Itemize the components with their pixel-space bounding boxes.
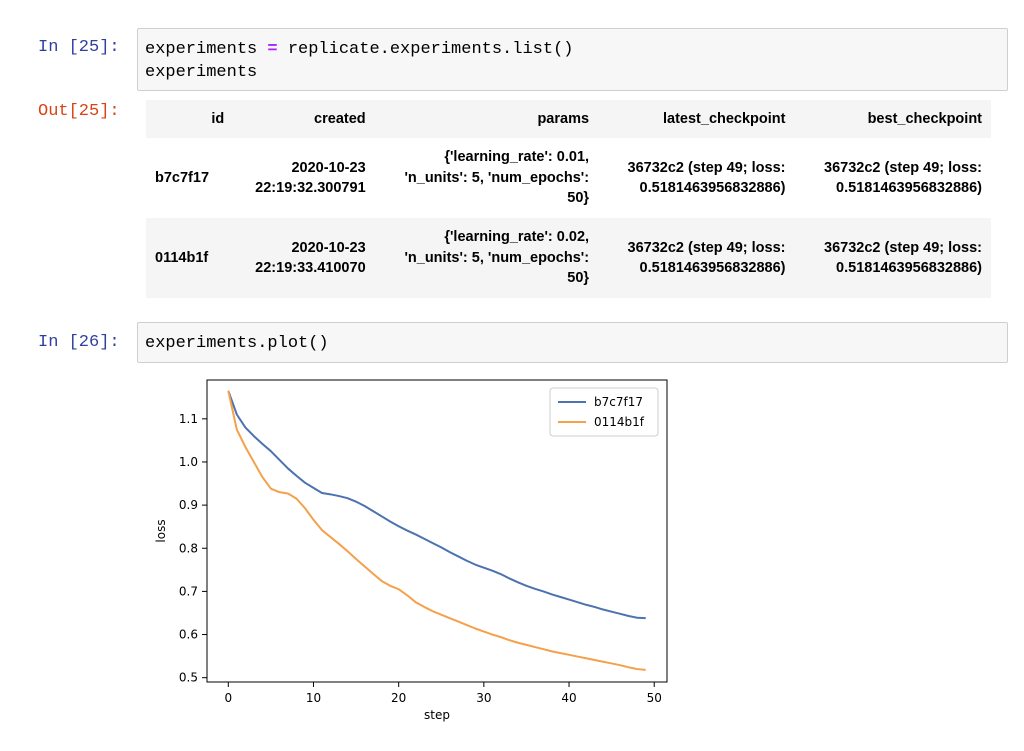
y-axis-label: loss xyxy=(154,519,168,542)
table-header-row: id created params latest_checkpoint best… xyxy=(146,100,991,138)
cell-line: 50} xyxy=(567,270,590,287)
output-prompt-25: Out[25]: xyxy=(38,102,120,121)
code-cell-26[interactable]: experiments.plot() xyxy=(137,322,1008,363)
cell-line: 22:19:33.410070 xyxy=(255,260,366,276)
y-tick-label: 0.6 xyxy=(179,628,198,642)
column-header-created: created xyxy=(233,100,375,138)
cell-latest-checkpoint: 36732c2 (step 49; loss: 0.518146395683288… xyxy=(598,218,795,298)
y-tick-label: 1.0 xyxy=(179,455,198,469)
code-cell-25[interactable]: experiments = replicate.experiments.list… xyxy=(137,28,1008,91)
cell-line: {'learning_rate': 0.02, xyxy=(444,229,590,246)
code-line: experiments xyxy=(145,63,258,82)
y-tick-label: 1.1 xyxy=(179,412,198,426)
cell-line: 0.5181463956832886) xyxy=(639,180,786,196)
y-tick-label: 0.5 xyxy=(179,671,198,685)
cell-line: 36732c2 (step 49; loss: xyxy=(824,159,982,176)
cell-params: {'learning_rate': 0.01, 'n_units': 5, 'nu… xyxy=(374,138,599,218)
cell-line: 0.5181463956832886) xyxy=(639,260,786,276)
cell-line: {'learning_rate': 0.01, xyxy=(444,149,590,166)
x-tick-label: 20 xyxy=(391,691,406,705)
column-header-latest-checkpoint: latest_checkpoint xyxy=(598,100,795,138)
cell-created: 2020-10-23 22:19:32.300791 xyxy=(233,138,375,218)
cell-line: 0.5181463956832886) xyxy=(836,180,982,196)
x-tick-label: 30 xyxy=(476,691,491,705)
x-tick-label: 0 xyxy=(224,691,232,705)
x-tick-label: 40 xyxy=(561,691,576,705)
series-line-b7c7f17 xyxy=(227,390,646,620)
series-line-0114b1f xyxy=(227,390,646,671)
column-header-best-checkpoint: best_checkpoint xyxy=(794,100,991,138)
y-tick-label: 0.9 xyxy=(179,498,198,512)
cell-line: 36732c2 (step 49; loss: xyxy=(627,159,786,176)
cell-line: 2020-10-23 xyxy=(291,239,366,256)
cell-line: 0.5181463956832886) xyxy=(836,260,982,276)
cell-best-checkpoint: 36732c2 (step 49; loss: 0.518146395683288… xyxy=(794,138,991,218)
input-prompt-26: In [26]: xyxy=(38,333,120,352)
row-id: 0114b1f xyxy=(146,218,234,298)
table-row: b7c7f17 2020-10-23 22:19:32.300791 {'learni… xyxy=(146,138,991,218)
x-axis-label: step xyxy=(424,708,450,722)
cell-line: 'n_units': 5, 'num_epochs': xyxy=(404,249,590,266)
cell-created: 2020-10-23 22:19:33.410070 xyxy=(233,218,375,298)
legend-box xyxy=(549,387,659,437)
cell-line: 50} xyxy=(567,190,590,207)
loss-chart-svg: 0 10 20 30 40 50 0.5 0.6 0.7 0.8 0.9 1.0 1.1 step loss… xyxy=(154,379,668,722)
cell-line: 22:19:32.300791 xyxy=(255,180,366,196)
table-row: 0114b1f 2020-10-23 22:19:33.410070 {'learni… xyxy=(146,218,991,298)
cell-line: 36732c2 (step 49; loss: xyxy=(627,239,786,256)
column-header-params: params xyxy=(374,100,599,138)
assignment-operator: = xyxy=(267,40,278,59)
code-line: experiments = replicate.experiments.list… xyxy=(145,40,574,59)
loss-chart: 0 10 20 30 40 50 0.5 0.6 0.7 0.8 0.9 1.0 1.1 step loss… xyxy=(150,372,680,732)
column-header-id: id xyxy=(146,100,234,138)
experiments-dataframe: id created params latest_checkpoint best… xyxy=(146,100,991,298)
cell-params: {'learning_rate': 0.02, 'n_units': 5, 'nu… xyxy=(374,218,599,298)
cell-latest-checkpoint: 36732c2 (step 49; loss: 0.518146395683288… xyxy=(598,138,795,218)
legend-label-b7c7f17: b7c7f17 xyxy=(594,395,643,409)
cell-line: 36732c2 (step 49; loss: xyxy=(824,239,982,256)
row-id: b7c7f17 xyxy=(146,138,234,218)
cell-line: 2020-10-23 xyxy=(291,159,366,176)
cell-line: 'n_units': 5, 'num_epochs': xyxy=(404,169,590,186)
cell-best-checkpoint: 36732c2 (step 49; loss: 0.518146395683288… xyxy=(794,218,991,298)
x-tick-label: 50 xyxy=(647,691,662,705)
code-line: experiments.plot() xyxy=(145,334,329,353)
plot-frame xyxy=(206,379,668,683)
legend-label-0114b1f: 0114b1f xyxy=(594,415,645,429)
input-prompt-25: In [25]: xyxy=(38,38,120,57)
y-tick-label: 0.8 xyxy=(179,541,198,555)
x-tick-label: 10 xyxy=(306,691,321,705)
y-tick-label: 0.7 xyxy=(179,584,198,598)
